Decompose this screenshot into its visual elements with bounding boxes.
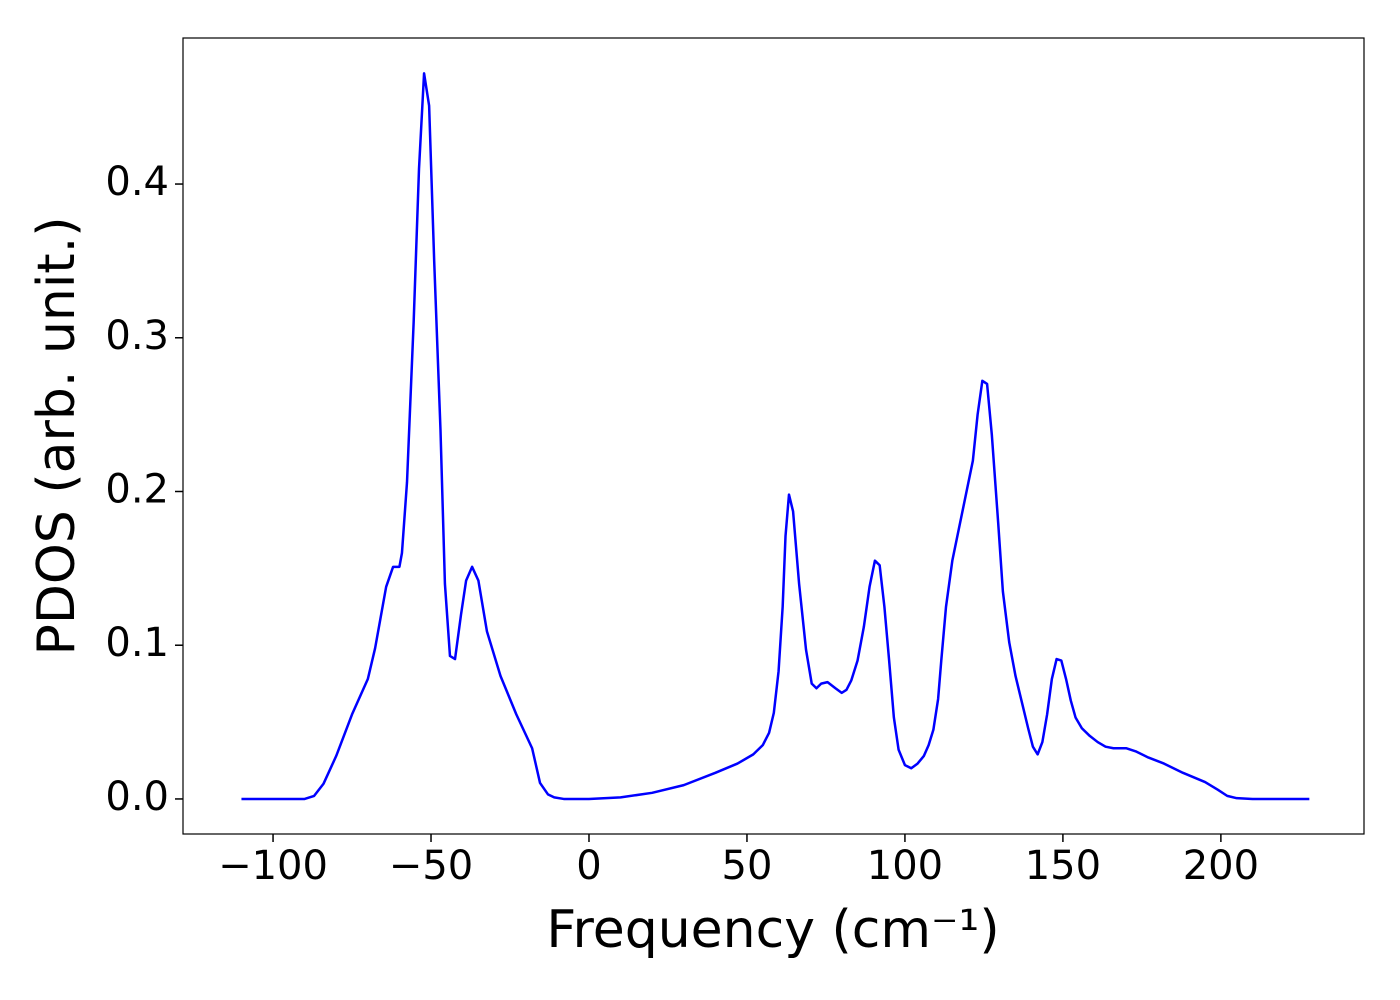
- x-tick-label: 200: [1183, 843, 1259, 889]
- x-tick-label: 150: [1025, 843, 1101, 889]
- y-axis-label: PDOS (arb. unit.): [27, 216, 87, 655]
- x-tick-label: 100: [867, 843, 943, 889]
- x-tick-label: 0: [576, 843, 601, 889]
- y-tick-label: 0.1: [105, 620, 169, 666]
- x-tick-label: −50: [389, 843, 473, 889]
- x-tick-label: −100: [218, 843, 328, 889]
- x-axis-label: Frequency (cm⁻¹): [546, 900, 999, 960]
- y-tick-label: 0.3: [105, 313, 169, 359]
- y-tick-label: 0.2: [105, 466, 169, 512]
- plot-frame: [182, 37, 1365, 835]
- pdos-line: [241, 72, 1310, 801]
- x-tick-label: 50: [722, 843, 773, 889]
- y-tick-label: 0.0: [105, 774, 169, 820]
- y-tick-label: 0.4: [105, 159, 169, 205]
